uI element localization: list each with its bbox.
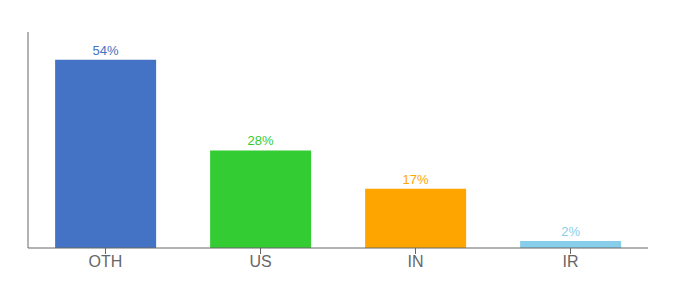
svg-text:28%: 28%: [248, 133, 274, 148]
svg-text:IR: IR: [563, 253, 579, 270]
svg-text:US: US: [249, 253, 271, 270]
svg-text:54%: 54%: [93, 43, 119, 58]
svg-text:OTH: OTH: [89, 253, 123, 270]
svg-text:IN: IN: [408, 253, 424, 270]
svg-text:2%: 2%: [561, 224, 580, 239]
svg-text:17%: 17%: [403, 172, 429, 187]
